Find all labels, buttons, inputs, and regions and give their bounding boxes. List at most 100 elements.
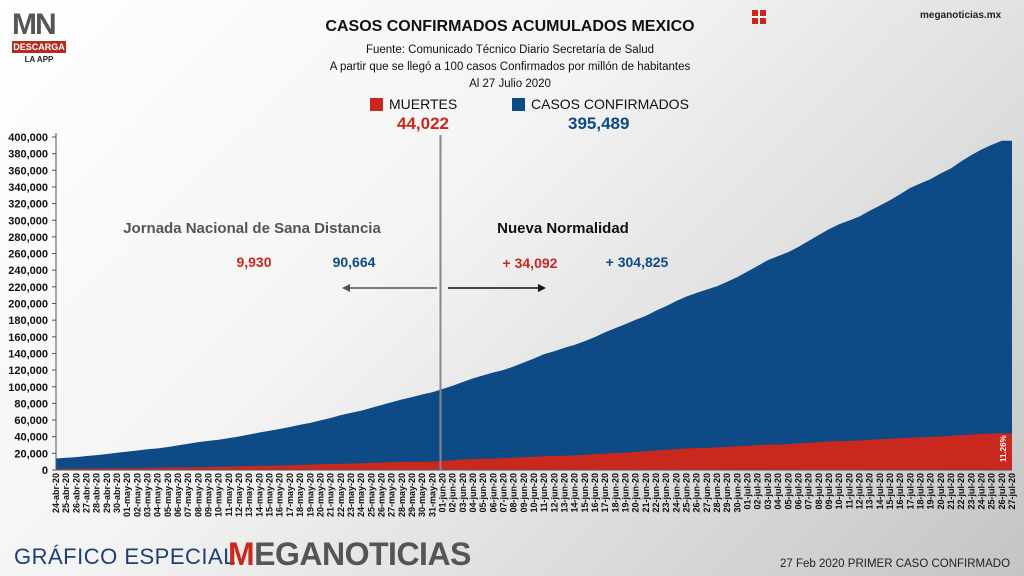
- y-tick-label: 320,000: [8, 199, 48, 211]
- x-tick-label: 28-may-20: [397, 473, 407, 517]
- y-tick-label: 220,000: [8, 282, 48, 294]
- period-2-arrow-head: [538, 284, 546, 292]
- x-tick-label: 15-jun-20: [580, 473, 590, 513]
- y-tick-label: 40,000: [14, 432, 48, 444]
- x-tick-label: 22-may-20: [336, 473, 346, 517]
- x-tick-label: 09-jul-20: [824, 473, 834, 510]
- x-tick-label: 29-abr-20: [102, 473, 112, 513]
- x-tick-label: 26-jul-20: [997, 473, 1007, 510]
- special-graphic-label: GRÁFICO ESPECIAL: [14, 544, 236, 569]
- x-tick-label: 20-jul-20: [936, 473, 946, 510]
- x-tick-label: 21-jul-20: [946, 473, 956, 510]
- x-tick-label: 30-jun-20: [732, 473, 742, 513]
- y-tick-label: 240,000: [8, 265, 48, 277]
- brand-m-letter: M: [228, 536, 255, 572]
- period-1-arrow-head: [342, 284, 350, 292]
- x-tick-label: 01-jul-20: [743, 473, 753, 510]
- x-tick-label: 04-jul-20: [773, 473, 783, 510]
- x-tick-label: 03-jun-20: [458, 473, 468, 513]
- x-tick-label: 18-jul-20: [915, 473, 925, 510]
- x-tick-label: 10-may-20: [214, 473, 224, 517]
- x-tick-label: 25-jul-20: [987, 473, 997, 510]
- x-tick-label: 20-may-20: [315, 473, 325, 517]
- x-tick-label: 12-jun-20: [549, 473, 559, 513]
- x-tick-label: 07-jun-20: [498, 473, 508, 513]
- x-tick-label: 25-may-20: [366, 473, 376, 517]
- x-tick-label: 28-jun-20: [712, 473, 722, 513]
- x-tick-label: 19-jun-20: [621, 473, 631, 513]
- x-tick-label: 02-jul-20: [753, 473, 763, 510]
- x-tick-label: 03-may-20: [143, 473, 153, 517]
- x-tick-label: 17-may-20: [285, 473, 295, 517]
- period-2-cases: + 304,825: [606, 254, 669, 270]
- y-tick-label: 400,000: [8, 132, 48, 144]
- x-tick-label: 29-jun-20: [722, 473, 732, 513]
- x-tick-label: 28-abr-20: [92, 473, 102, 513]
- x-tick-label: 11-jun-20: [539, 473, 549, 512]
- y-tick-label: 0: [42, 465, 48, 477]
- brand-rest: EGANOTICIAS: [254, 536, 471, 572]
- x-tick-label: 17-jul-20: [905, 473, 915, 510]
- x-tick-label: 04-may-20: [153, 473, 163, 517]
- site-logo-icon: [752, 10, 766, 24]
- chart-source: Fuente: Comunicado Técnico Diario Secret…: [365, 44, 655, 56]
- period-2-label: Nueva Normalidad: [497, 220, 629, 237]
- x-tick-label: 08-may-20: [193, 473, 203, 517]
- x-tick-label: 26-jun-20: [692, 473, 702, 513]
- x-tick-label: 24-jul-20: [976, 473, 986, 510]
- area-muertes: [56, 433, 1012, 470]
- y-tick-label: 20,000: [14, 448, 48, 460]
- x-tick-label: 30-may-20: [417, 473, 427, 517]
- legend-deaths-label: MUERTES: [389, 96, 458, 112]
- x-tick-label: 24-abr-20: [51, 473, 61, 513]
- x-tick-label: 08-jul-20: [814, 473, 824, 510]
- x-tick-label: 19-jul-20: [926, 473, 936, 510]
- y-tick-label: 200,000: [8, 299, 48, 311]
- x-tick-label: 05-jul-20: [783, 473, 793, 510]
- x-tick-label: 06-may-20: [173, 473, 183, 517]
- x-tick-label: 12-may-20: [234, 473, 244, 517]
- x-tick-label: 06-jul-20: [793, 473, 803, 510]
- x-tick-label: 13-jul-20: [865, 473, 875, 510]
- x-tick-label: 27-jun-20: [702, 473, 712, 513]
- x-tick-label: 01-may-20: [122, 473, 132, 517]
- x-tick-label: 07-may-20: [183, 473, 193, 517]
- first-case-note: 27 Feb 2020 PRIMER CASO CONFIRMADO: [780, 558, 1011, 570]
- x-tick-label: 03-jul-20: [763, 473, 773, 510]
- x-tick-label: 06-jun-20: [488, 473, 498, 513]
- x-tick-label: 18-may-20: [295, 473, 305, 517]
- y-tick-label: 380,000: [8, 149, 48, 161]
- y-tick-label: 100,000: [8, 382, 48, 394]
- x-tick-label: 02-may-20: [132, 473, 142, 517]
- x-tick-label: 13-jun-20: [560, 473, 570, 513]
- x-tick-label: 16-may-20: [275, 473, 285, 517]
- app-logo-text: MN: [12, 8, 57, 41]
- x-tick-label: 30-abr-20: [112, 473, 122, 513]
- x-tick-label: 14-may-20: [254, 473, 264, 517]
- x-tick-label: 05-may-20: [163, 473, 173, 517]
- x-tick-label: 12-jul-20: [854, 473, 864, 510]
- x-tick-label: 26-abr-20: [71, 473, 81, 513]
- period-2-deaths: + 34,092: [503, 255, 558, 271]
- x-tick-label: 16-jul-20: [895, 473, 905, 510]
- x-tick-label: 27-abr-20: [82, 473, 92, 513]
- y-tick-label: 180,000: [8, 315, 48, 327]
- download-badge: DESCARGA: [12, 41, 66, 53]
- legend-deaths-swatch: [370, 98, 383, 111]
- x-tick-label: 15-may-20: [265, 473, 275, 517]
- x-tick-label: 14-jun-20: [570, 473, 580, 513]
- legend-cases: CASOS CONFIRMADOS: [512, 96, 689, 112]
- meganoticias-app-logo[interactable]: MN DESCARGA LA APP: [12, 10, 66, 64]
- chart-titles: CASOS CONFIRMADOS ACUMULADOS MEXICO Fuen…: [260, 18, 760, 93]
- legend-cases-swatch: [512, 98, 525, 111]
- x-tick-label: 09-jun-20: [519, 473, 529, 513]
- y-tick-label: 340,000: [8, 182, 48, 194]
- x-tick-label: 24-jun-20: [671, 473, 681, 513]
- legend-deaths-value: 44,022: [397, 114, 449, 133]
- x-tick-label: 26-may-20: [376, 473, 386, 517]
- period-1-deaths: 9,930: [236, 254, 271, 270]
- x-tick-label: 02-jun-20: [448, 473, 458, 513]
- chart-date: Al 27 Julio 2020: [469, 78, 551, 90]
- x-tick-label: 10-jul-20: [834, 473, 844, 510]
